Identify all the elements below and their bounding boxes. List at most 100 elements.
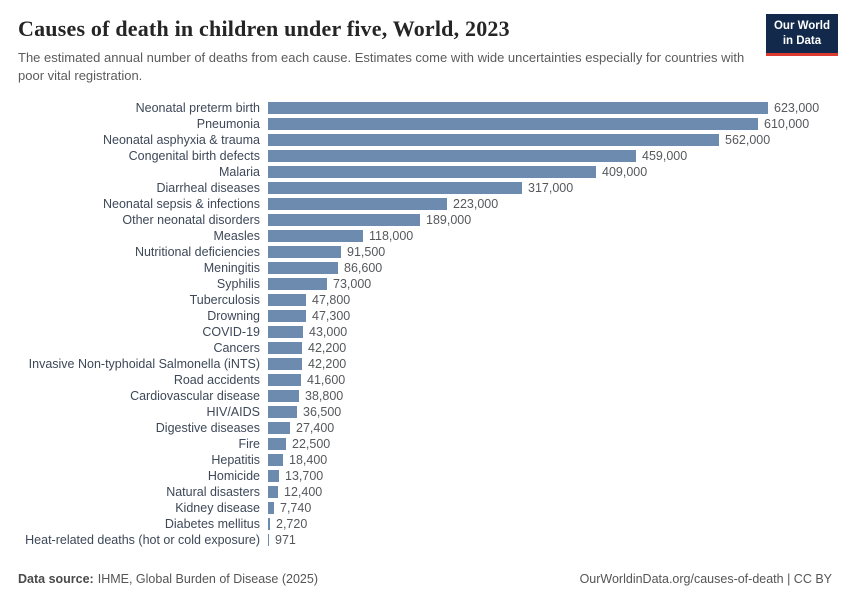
- bar[interactable]: [268, 166, 596, 179]
- category-label: HIV/AIDS: [206, 405, 261, 420]
- value-label: 18,400: [289, 453, 328, 468]
- bar-row: Road accidents 41,600: [10, 372, 850, 388]
- footer-link[interactable]: OurWorldinData.org/causes-of-death | CC …: [579, 572, 832, 586]
- owid-logo-line1: Our World: [773, 20, 830, 32]
- bar[interactable]: [268, 198, 447, 211]
- value-label: 22,500: [292, 437, 331, 452]
- category-label: Neonatal asphyxia & trauma: [102, 133, 260, 148]
- bar-row: Nutritional deficiencies 91,500: [10, 244, 850, 260]
- bar[interactable]: [268, 182, 522, 195]
- bar[interactable]: [268, 470, 279, 483]
- bar-row: Invasive Non-typhoidal Salmonella (iNTS)…: [10, 356, 850, 372]
- value-label: 27,400: [296, 421, 335, 436]
- category-label: Neonatal preterm birth: [135, 101, 260, 116]
- bar[interactable]: [268, 534, 269, 547]
- value-label: 610,000: [764, 117, 810, 132]
- category-label: Neonatal sepsis & infections: [102, 197, 260, 212]
- value-label: 409,000: [602, 165, 648, 180]
- value-label: 562,000: [725, 133, 771, 148]
- page-title: Causes of death in children under five, …: [18, 16, 510, 41]
- bar-row: Other neonatal disorders 189,000: [10, 212, 850, 228]
- category-label: Tuberculosis: [189, 293, 260, 308]
- bar[interactable]: [268, 294, 306, 307]
- value-label: 36,500: [303, 405, 342, 420]
- bar[interactable]: [268, 454, 283, 467]
- category-label: Congenital birth defects: [128, 149, 260, 164]
- owid-logo[interactable]: Our World in Data: [765, 14, 838, 56]
- value-label: 118,000: [369, 229, 414, 244]
- bar-row: Diarrheal diseases 317,000: [10, 180, 850, 196]
- bar-row: Pneumonia 610,000: [10, 116, 850, 132]
- owid-logo-line2: in Data: [782, 34, 822, 47]
- value-label: 86,600: [344, 261, 383, 276]
- value-label: 47,300: [312, 309, 351, 324]
- data-source: Data source: IHME, Global Burden of Disea…: [18, 572, 318, 586]
- value-label: 7,740: [280, 501, 312, 516]
- bar[interactable]: [268, 102, 768, 115]
- bar[interactable]: [268, 406, 297, 419]
- value-label: 47,800: [312, 293, 351, 308]
- bar-row: Cancers 42,200: [10, 340, 850, 356]
- bar[interactable]: [268, 518, 270, 531]
- value-label: 317,000: [528, 181, 574, 196]
- bar-row: COVID-19 43,000: [10, 324, 850, 340]
- bar[interactable]: [268, 422, 290, 435]
- value-label: 459,000: [642, 149, 688, 164]
- bar[interactable]: [268, 246, 341, 259]
- bar-row: Neonatal sepsis & infections 223,000: [10, 196, 850, 212]
- data-source-text: IHME, Global Burden of Disease (2025): [97, 572, 318, 586]
- bar-row: Malaria 409,000: [10, 164, 850, 180]
- bar-row: Natural disasters 12,400: [10, 484, 850, 500]
- bar-row: Drowning 47,300: [10, 308, 850, 324]
- bar[interactable]: [268, 502, 274, 515]
- category-label: Kidney disease: [175, 501, 260, 516]
- bar[interactable]: [268, 342, 302, 355]
- value-label: 91,500: [347, 245, 386, 260]
- bar-row: HIV/AIDS 36,500: [10, 404, 850, 420]
- category-label: Road accidents: [173, 373, 260, 388]
- bar[interactable]: [268, 262, 338, 275]
- value-label: 12,400: [284, 485, 323, 500]
- bar-chart: Neonatal preterm birth 623,000 Pneumonia 61…: [0, 100, 850, 548]
- category-label: Cancers: [213, 341, 260, 356]
- bar-row: Tuberculosis 47,800: [10, 292, 850, 308]
- value-label: 43,000: [309, 325, 348, 340]
- chart-subtitle: The estimated annual number of deaths fr…: [18, 50, 745, 84]
- bar[interactable]: [268, 150, 636, 163]
- bar[interactable]: [268, 486, 278, 499]
- bar[interactable]: [268, 438, 286, 451]
- category-label: Syphilis: [216, 277, 260, 292]
- bar-row: Meningitis 86,600: [10, 260, 850, 276]
- category-label: Measles: [213, 229, 260, 244]
- bar[interactable]: [268, 374, 301, 387]
- bar[interactable]: [268, 310, 306, 323]
- value-label: 38,800: [305, 389, 344, 404]
- category-label: Diabetes mellitus: [164, 517, 260, 532]
- data-source-label: Data source:: [18, 572, 94, 586]
- bar-row: Measles 118,000: [10, 228, 850, 244]
- bar-row: Homicide 13,700: [10, 468, 850, 484]
- bar-row: Diabetes mellitus 2,720: [10, 516, 850, 532]
- chart-header: Causes of death in children under five, …: [0, 0, 850, 85]
- bar[interactable]: [268, 358, 302, 371]
- value-label: 13,700: [285, 469, 324, 484]
- bar[interactable]: [268, 134, 719, 147]
- value-label: 73,000: [333, 277, 372, 292]
- category-label: Digestive diseases: [155, 421, 260, 436]
- bar[interactable]: [268, 118, 758, 131]
- value-label: 623,000: [774, 101, 820, 116]
- category-label: Diarrheal diseases: [156, 181, 260, 196]
- bar-row: Congenital birth defects 459,000: [10, 148, 850, 164]
- bar[interactable]: [268, 214, 420, 227]
- category-label: Drowning: [207, 309, 260, 324]
- value-label: 189,000: [426, 213, 472, 228]
- category-label: Cardiovascular disease: [130, 389, 260, 404]
- bar[interactable]: [268, 230, 363, 243]
- category-label: COVID-19: [202, 325, 260, 340]
- bar[interactable]: [268, 326, 303, 339]
- category-label: Heat-related deaths (hot or cold exposur…: [25, 533, 260, 548]
- category-label: Invasive Non-typhoidal Salmonella (iNTS): [28, 357, 260, 372]
- bar-row: Hepatitis 18,400: [10, 452, 850, 468]
- bar[interactable]: [268, 278, 327, 291]
- bar[interactable]: [268, 390, 299, 403]
